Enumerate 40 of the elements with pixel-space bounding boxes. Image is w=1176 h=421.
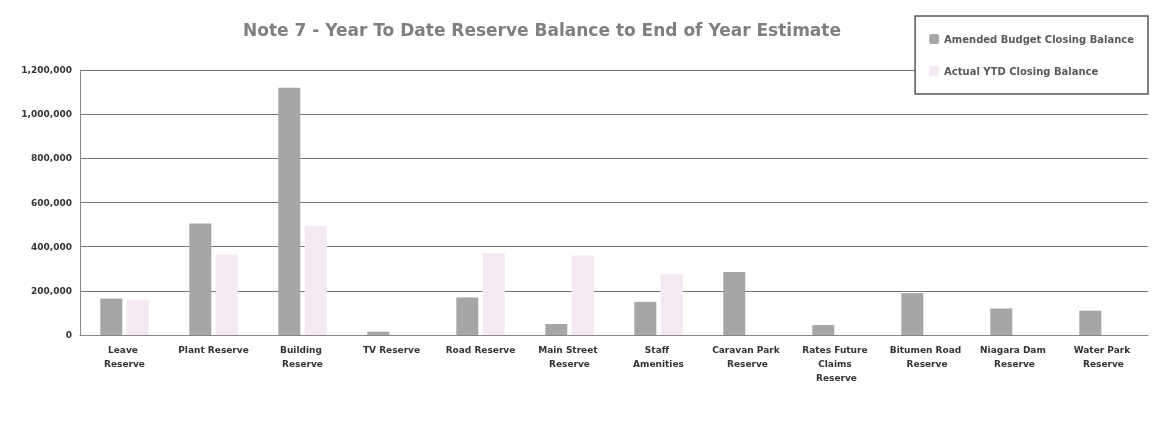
bar <box>634 301 657 335</box>
bar <box>1079 310 1102 335</box>
bar <box>215 254 238 335</box>
x-tick-label: Leave Reserve <box>104 345 145 369</box>
bar <box>990 308 1013 335</box>
bar <box>304 225 327 335</box>
x-tick-label: Caravan Park Reserve <box>712 345 783 369</box>
x-tick-label: Niagara Dam Reserve <box>980 345 1049 369</box>
bar <box>189 223 212 335</box>
y-tick-label: 1,000,000 <box>21 109 72 120</box>
bar <box>812 325 835 335</box>
x-tick-label: Building Reserve <box>280 345 325 369</box>
x-tick-label: Rates Future Claims Reserve <box>802 345 871 383</box>
x-tick-label: Water Park Reserve <box>1073 345 1134 369</box>
y-tick-label: 400,000 <box>31 241 72 252</box>
bar <box>901 293 924 335</box>
bar <box>571 255 594 335</box>
y-tick-label: 600,000 <box>31 197 72 208</box>
bar <box>545 323 568 335</box>
x-tick-label: Road Reserve <box>445 345 516 355</box>
bar <box>278 87 301 335</box>
bar <box>100 298 123 335</box>
bar <box>723 272 746 335</box>
legend-label: Actual YTD Closing Balance <box>944 65 1099 77</box>
y-tick-label: 1,200,000 <box>21 65 72 75</box>
x-tick-label: TV Reserve <box>362 345 421 355</box>
y-tick-label: 800,000 <box>31 153 72 164</box>
bar <box>367 331 390 335</box>
bar <box>482 253 505 335</box>
bar <box>660 274 683 335</box>
bar <box>126 299 149 335</box>
x-tick-label: Plant Reserve <box>178 345 249 355</box>
y-tick-label: 0 <box>65 330 72 340</box>
bar <box>456 297 479 335</box>
legend-label: Amended Budget Closing Balance <box>944 33 1135 45</box>
y-tick-label: 200,000 <box>31 285 72 296</box>
chart-title: Note 7 - Year To Date Reserve Balance to End of Year Estimate <box>243 19 841 40</box>
x-tick-label: Staff Amenities <box>633 345 684 369</box>
x-tick-label: Bitumen Road Reserve <box>889 345 962 369</box>
x-tick-label: Main Street Reserve <box>538 345 601 369</box>
